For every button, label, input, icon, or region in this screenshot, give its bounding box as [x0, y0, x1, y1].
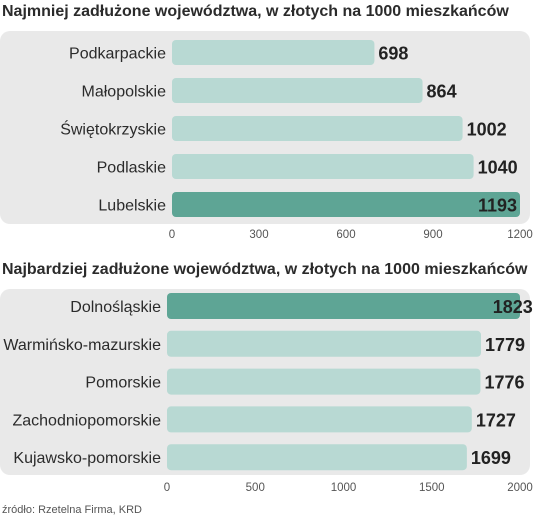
value-label: 1193: [478, 196, 517, 216]
value-label: 1699: [471, 448, 511, 468]
chart-title: Najbardziej zadłużone województwa, w zło…: [2, 261, 528, 278]
tick-label: 500: [246, 482, 265, 494]
source-note: źródło: Rzetelna Firma, KRD: [2, 504, 142, 516]
tick-label: 1000: [331, 482, 357, 494]
category-label: Zachodniopomorskie: [12, 412, 161, 429]
value-label: 864: [427, 82, 457, 102]
value-label: 1823: [493, 297, 533, 317]
tick-label: 1200: [507, 229, 533, 241]
category-label: Kujawsko-pomorskie: [13, 450, 161, 467]
category-label: Podlaskie: [97, 160, 166, 177]
tick-label: 1500: [419, 482, 445, 494]
tick-label: 300: [249, 229, 268, 241]
value-label: 1776: [484, 373, 524, 393]
bar: [172, 40, 375, 65]
tick-label: 0: [169, 229, 175, 241]
value-label: 698: [378, 44, 408, 64]
value-label: 1040: [478, 158, 518, 178]
chart-title: Najmniej zadłużone województwa, w złotyc…: [2, 3, 509, 20]
value-label: 1779: [485, 335, 525, 355]
category-label: Małopolskie: [82, 84, 167, 101]
category-label: Podkarpackie: [69, 46, 166, 63]
category-label: Warmińsko-mazurskie: [3, 337, 161, 354]
category-label: Pomorskie: [85, 375, 161, 392]
tick-label: 900: [423, 229, 442, 241]
tick-label: 600: [336, 229, 355, 241]
value-label: 1002: [467, 120, 507, 140]
bar: [167, 368, 481, 395]
tick-label: 2000: [507, 482, 533, 494]
bar: [172, 78, 423, 103]
category-label: Świętokrzyskie: [60, 120, 166, 139]
category-label: Dolnośląskie: [70, 299, 161, 316]
value-label: 1727: [476, 410, 516, 430]
bar: [167, 330, 481, 357]
bar-highlight: [167, 293, 520, 319]
category-label: Lubelskie: [98, 198, 166, 215]
bar: [167, 406, 472, 433]
bar: [172, 154, 474, 179]
bar: [167, 444, 467, 471]
tick-label: 0: [164, 482, 170, 494]
bar-highlight: [172, 192, 520, 217]
bar: [172, 116, 463, 141]
